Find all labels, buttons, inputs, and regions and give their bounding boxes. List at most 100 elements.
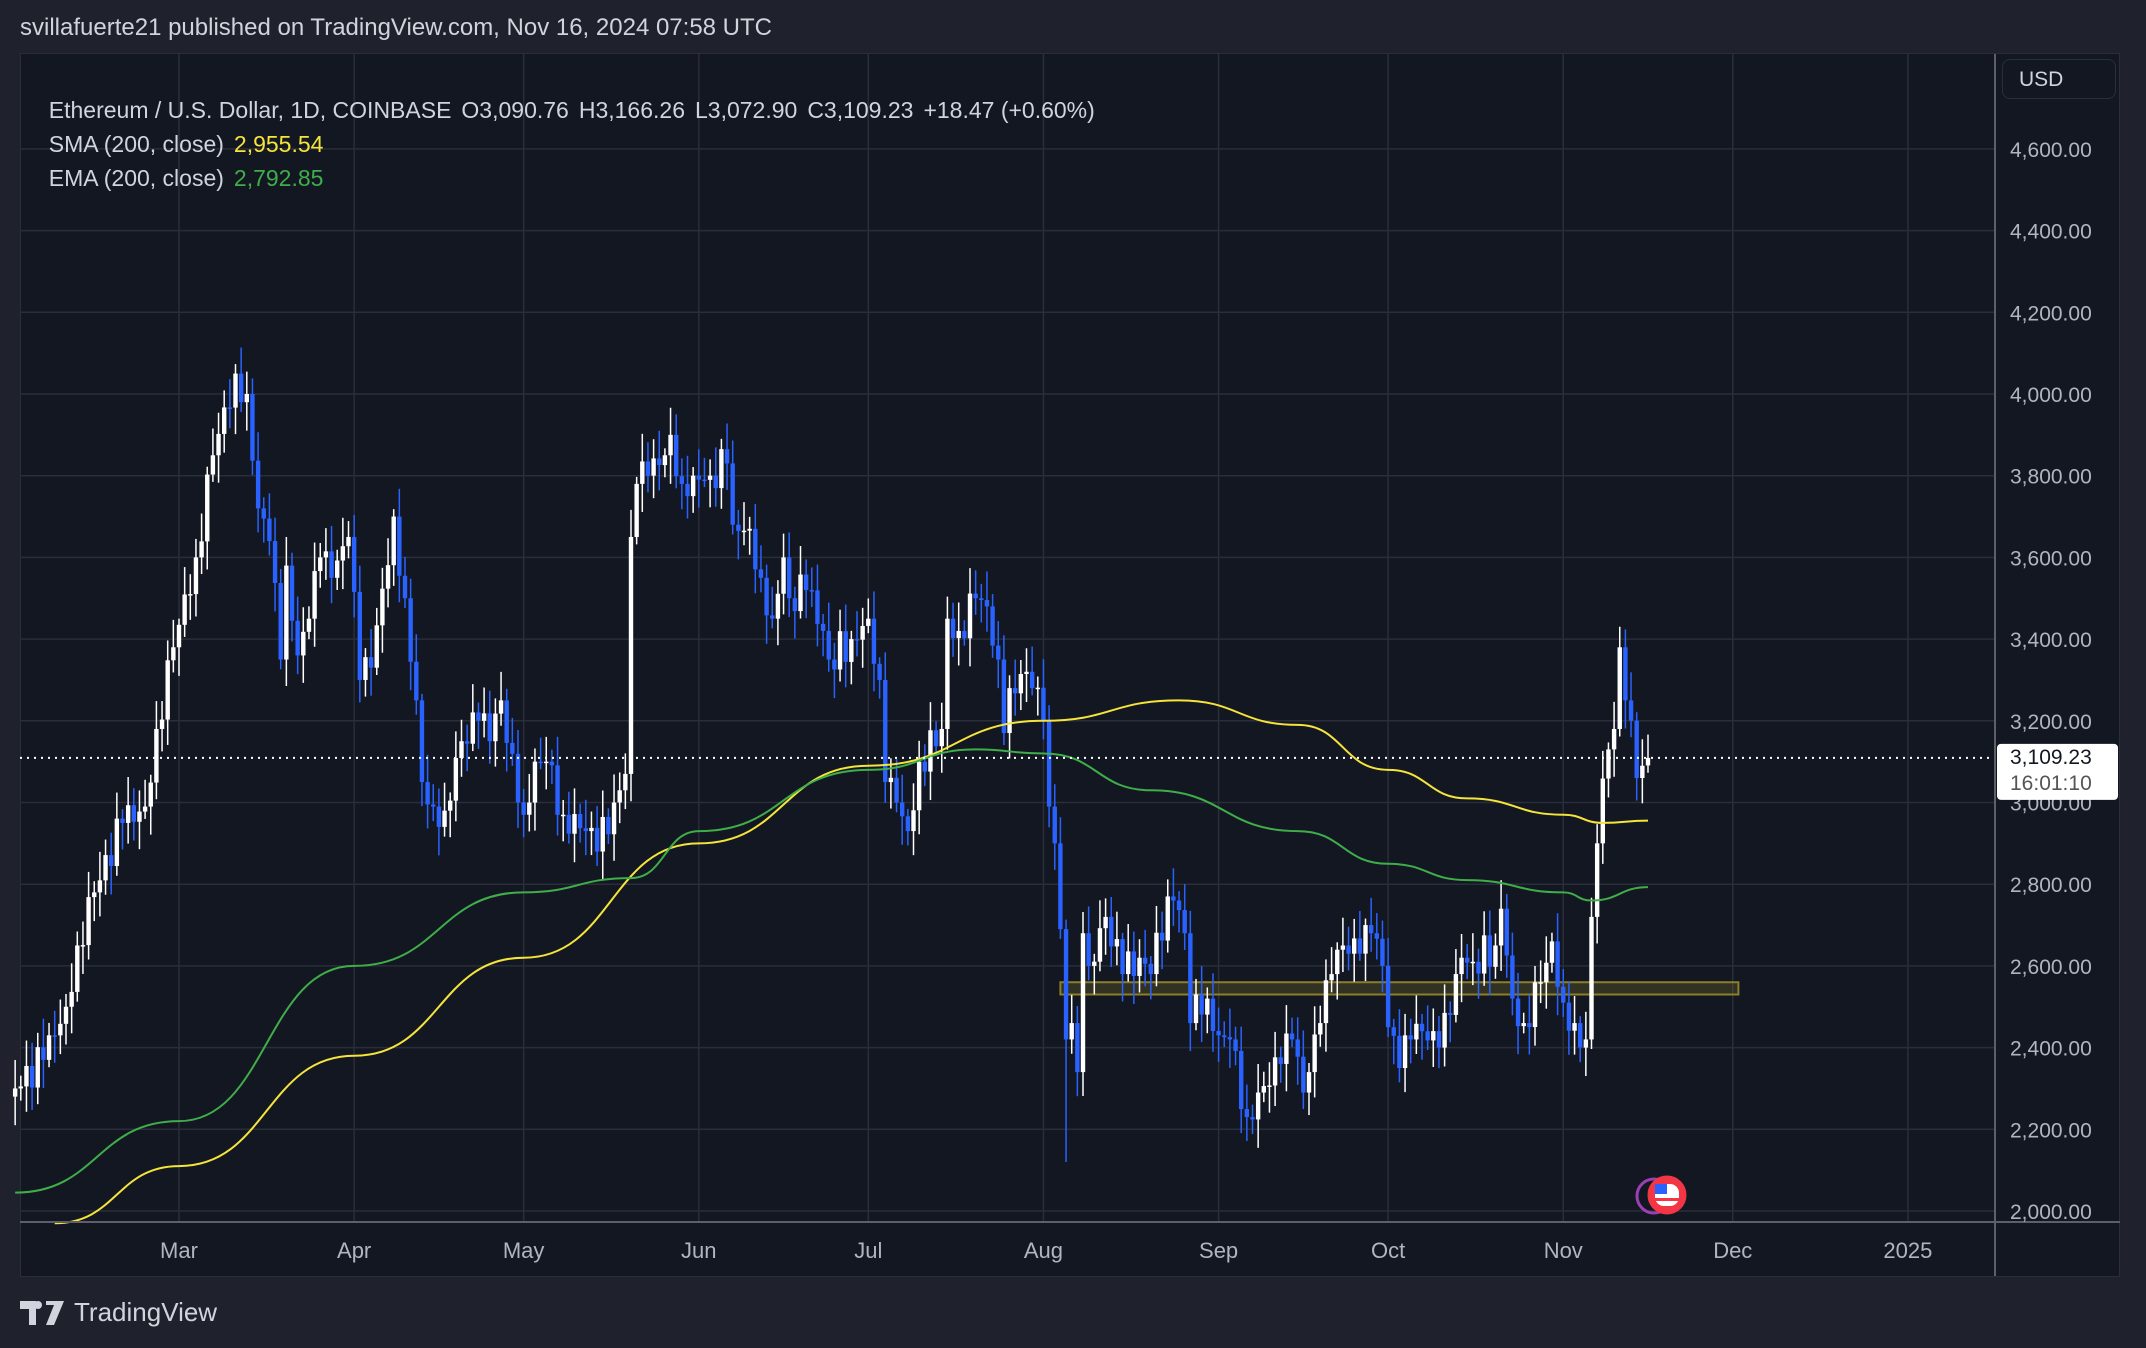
candle[interactable] [86, 871, 91, 960]
candle[interactable] [419, 693, 425, 807]
candle[interactable] [1335, 942, 1340, 1000]
candle[interactable] [866, 598, 871, 634]
candle[interactable] [521, 788, 526, 838]
candle[interactable] [380, 567, 385, 653]
candle[interactable] [781, 533, 786, 615]
candle[interactable] [80, 921, 86, 974]
candle[interactable] [351, 514, 357, 618]
candle[interactable] [854, 611, 860, 657]
candle[interactable] [233, 364, 238, 435]
candle[interactable] [1272, 1031, 1278, 1107]
candle[interactable] [464, 724, 470, 772]
candle[interactable] [1227, 1008, 1233, 1068]
candle[interactable] [764, 564, 769, 644]
candle[interactable] [815, 564, 820, 647]
candle[interactable] [1165, 879, 1170, 953]
candle[interactable] [1255, 1063, 1261, 1148]
candle[interactable] [572, 788, 577, 863]
candle[interactable] [979, 583, 984, 623]
candle[interactable] [255, 432, 261, 533]
candle[interactable] [425, 754, 430, 829]
candle[interactable] [385, 538, 391, 608]
candle[interactable] [1029, 646, 1035, 696]
candle[interactable] [1148, 956, 1153, 1000]
candle[interactable] [12, 1060, 18, 1126]
candle[interactable] [770, 586, 775, 629]
candle[interactable] [504, 688, 509, 772]
candle[interactable] [589, 811, 594, 856]
candle[interactable] [1453, 949, 1459, 1023]
candle[interactable] [1013, 659, 1018, 716]
candle[interactable] [306, 606, 312, 640]
candle[interactable] [566, 791, 572, 844]
candle[interactable] [883, 652, 888, 803]
candle[interactable] [1510, 932, 1515, 1016]
candle[interactable] [1222, 1021, 1227, 1048]
candle[interactable] [1142, 929, 1148, 987]
candle[interactable] [1566, 982, 1572, 1055]
candle[interactable] [402, 556, 408, 609]
candle[interactable] [498, 671, 504, 726]
candle[interactable] [41, 1018, 46, 1088]
candle[interactable] [1340, 917, 1346, 973]
candle[interactable] [75, 931, 80, 1002]
candle[interactable] [1555, 913, 1560, 1016]
candle[interactable] [295, 596, 300, 675]
ema-legend[interactable]: EMA (200, close) 2,792.85 [36, 138, 333, 192]
candle[interactable] [510, 717, 515, 766]
candle[interactable] [1419, 1013, 1425, 1060]
candle[interactable] [1080, 912, 1086, 1097]
candle[interactable] [114, 792, 120, 876]
candle[interactable] [1476, 948, 1481, 999]
candle[interactable] [933, 721, 939, 756]
candle[interactable] [52, 1010, 57, 1063]
candle[interactable] [46, 1022, 52, 1068]
candle[interactable] [1600, 750, 1605, 864]
candle[interactable] [900, 774, 905, 845]
support-zone[interactable] [1059, 981, 1740, 996]
candle[interactable] [1504, 893, 1509, 978]
candle[interactable] [950, 602, 956, 657]
candle[interactable] [448, 792, 453, 838]
candle[interactable] [628, 509, 634, 802]
candle[interactable] [1295, 1017, 1300, 1085]
candle[interactable] [18, 1075, 23, 1101]
candle[interactable] [250, 378, 255, 476]
candle[interactable] [125, 777, 131, 844]
candle[interactable] [397, 488, 402, 603]
candle[interactable] [984, 571, 990, 632]
candle[interactable] [1493, 933, 1498, 979]
candle[interactable] [1199, 966, 1204, 1043]
candle[interactable] [1210, 973, 1216, 1052]
candle[interactable] [154, 701, 159, 800]
candle[interactable] [1244, 1084, 1250, 1141]
candle[interactable] [515, 730, 521, 828]
candle[interactable] [1572, 996, 1577, 1055]
candle[interactable] [408, 578, 413, 691]
candle[interactable] [1363, 918, 1368, 982]
candle[interactable] [284, 536, 289, 687]
candle[interactable] [1634, 712, 1639, 801]
candle[interactable] [696, 449, 701, 508]
candle[interactable] [131, 788, 136, 841]
candle[interactable] [58, 999, 63, 1055]
candle[interactable] [1182, 884, 1187, 950]
candle[interactable] [538, 737, 543, 770]
candle[interactable] [1498, 880, 1504, 971]
candle[interactable] [1041, 659, 1046, 740]
candle[interactable] [346, 521, 351, 559]
candle[interactable] [662, 448, 668, 478]
candle[interactable] [329, 525, 334, 604]
candle[interactable] [996, 621, 1001, 689]
candle[interactable] [318, 543, 323, 588]
sma-legend[interactable]: SMA (200, close) 2,955.54 [36, 104, 333, 158]
candle[interactable] [707, 459, 713, 508]
candle[interactable] [803, 559, 809, 619]
candle[interactable] [1058, 817, 1063, 940]
candle[interactable] [199, 513, 204, 575]
candle[interactable] [103, 839, 108, 895]
candle[interactable] [1007, 675, 1012, 759]
candle[interactable] [1465, 944, 1470, 980]
candle[interactable] [820, 613, 826, 657]
candle[interactable] [792, 586, 798, 639]
